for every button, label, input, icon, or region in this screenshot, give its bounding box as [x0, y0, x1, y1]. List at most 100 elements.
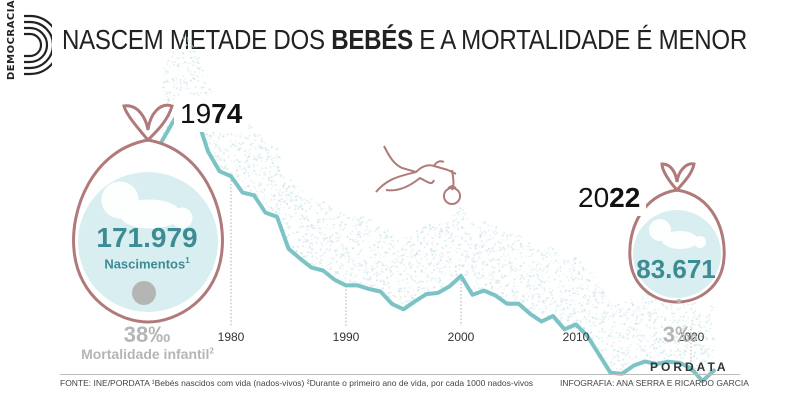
texture-dot	[447, 252, 449, 254]
texture-dot	[296, 231, 299, 234]
texture-dot	[369, 277, 372, 281]
texture-dot	[473, 285, 476, 288]
texture-dot	[578, 285, 580, 287]
texture-dot	[245, 169, 248, 172]
texture-dot	[628, 355, 631, 358]
texture-dot	[480, 243, 483, 245]
texture-dot	[450, 261, 453, 264]
texture-dot	[712, 306, 714, 308]
texture-dot	[355, 265, 357, 267]
texture-dot	[290, 199, 292, 201]
texture-dot	[589, 301, 592, 303]
texture-dot	[329, 238, 331, 240]
texture-dot	[648, 312, 651, 315]
texture-dot	[674, 354, 676, 356]
texture-dot	[664, 346, 666, 348]
texture-dot	[578, 265, 580, 267]
texture-dot	[601, 336, 604, 339]
texture-dot	[301, 225, 304, 228]
texture-dot	[614, 306, 617, 309]
texture-dot	[398, 273, 401, 276]
texture-dot	[432, 237, 435, 240]
footer-divider	[60, 374, 740, 375]
texture-dot	[663, 357, 666, 360]
texture-dot	[487, 229, 490, 232]
texture-dot	[507, 284, 509, 286]
texture-dot	[300, 205, 302, 208]
texture-dot	[630, 326, 632, 328]
texture-dot	[431, 244, 434, 246]
texture-dot	[639, 345, 642, 348]
texture-dot	[676, 332, 678, 335]
texture-dot	[479, 227, 482, 229]
texture-dot	[704, 351, 707, 353]
texture-dot	[175, 79, 178, 81]
texture-dot	[438, 261, 440, 264]
texture-dot	[521, 247, 523, 249]
texture-dot	[680, 356, 682, 359]
texture-dot	[533, 308, 536, 310]
texture-dot	[449, 273, 453, 276]
texture-dot	[710, 328, 712, 330]
texture-dot	[420, 229, 423, 231]
texture-dot	[521, 275, 523, 277]
texture-dot	[426, 243, 428, 246]
texture-dot	[569, 319, 571, 322]
texture-dot	[391, 274, 393, 276]
texture-dot	[692, 360, 694, 363]
texture-dot	[625, 309, 627, 311]
texture-dot	[329, 247, 332, 250]
texture-dot	[618, 347, 621, 349]
texture-dot	[641, 314, 644, 317]
texture-dot	[504, 232, 506, 234]
texture-dot	[508, 260, 511, 263]
texture-dot	[542, 257, 545, 260]
texture-dot	[347, 258, 350, 261]
texture-dot	[328, 207, 331, 210]
texture-dot	[693, 344, 696, 347]
texture-dot	[357, 230, 360, 233]
texture-dot	[563, 273, 565, 275]
texture-dot	[335, 231, 338, 234]
texture-dot	[478, 227, 481, 229]
texture-dot	[617, 355, 620, 358]
texture-dot	[324, 238, 326, 241]
texture-dot	[427, 289, 430, 293]
texture-dot	[320, 242, 323, 245]
texture-dot	[283, 206, 285, 209]
texture-dot	[177, 93, 180, 96]
texture-dot	[589, 297, 591, 300]
texture-dot	[446, 222, 449, 225]
texture-dot	[462, 218, 465, 221]
texture-dot	[503, 288, 506, 291]
texture-dot	[573, 307, 576, 310]
texture-dot	[423, 271, 426, 274]
texture-dot	[286, 222, 288, 225]
texture-dot	[414, 256, 417, 259]
texture-dot	[417, 261, 420, 264]
texture-dot	[404, 295, 407, 298]
texture-dot	[669, 334, 672, 337]
texture-dot	[389, 291, 392, 294]
texture-dot	[501, 239, 503, 241]
texture-dot	[328, 240, 331, 243]
texture-dot	[346, 246, 348, 248]
texture-dot	[404, 294, 406, 296]
texture-dot	[294, 187, 296, 189]
texture-dot	[240, 135, 243, 138]
texture-dot	[504, 258, 507, 260]
texture-dot	[427, 286, 429, 288]
texture-dot	[502, 266, 505, 268]
texture-dot	[560, 298, 563, 301]
texture-dot	[348, 279, 351, 281]
texture-dot	[471, 227, 473, 229]
texture-dot	[260, 156, 263, 159]
texture-dot	[521, 281, 523, 284]
texture-dot	[457, 243, 461, 247]
texture-dot	[218, 156, 221, 159]
texture-dot	[506, 238, 509, 240]
texture-dot	[673, 319, 676, 322]
texture-dot	[338, 215, 341, 218]
texture-dot	[706, 353, 709, 356]
